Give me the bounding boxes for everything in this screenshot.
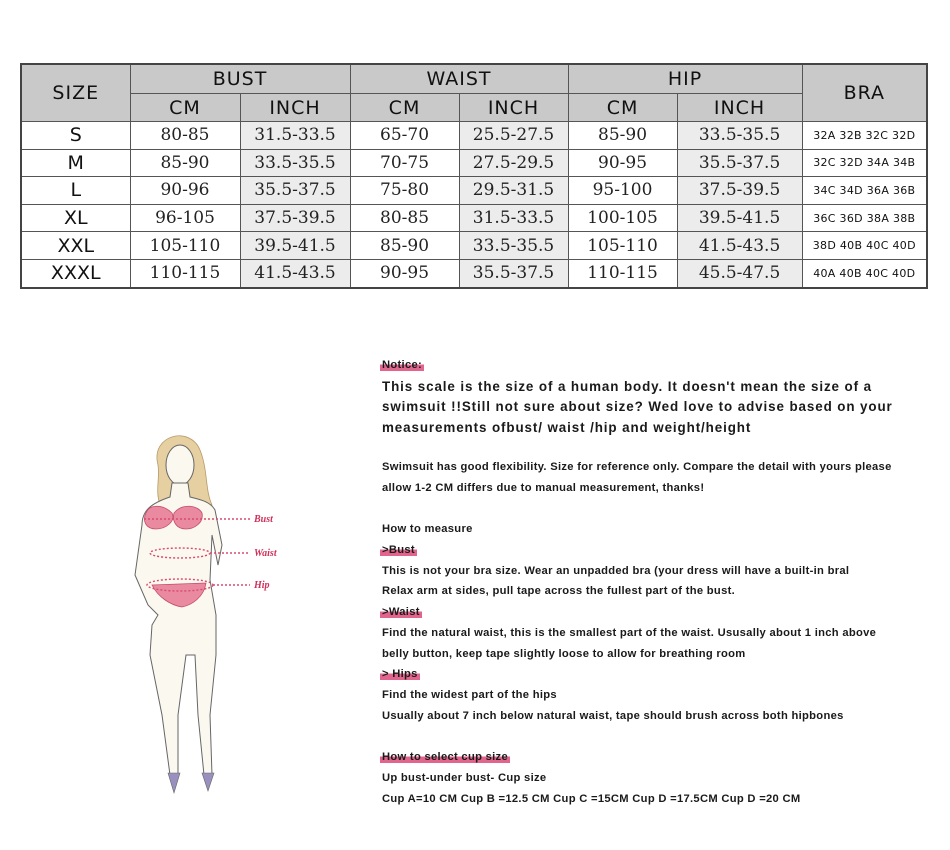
header-bust-inch: INCH — [239, 93, 351, 122]
waist-label: Waist — [254, 548, 278, 559]
hips-line-1: Find the widest part of the hips — [382, 689, 557, 701]
table-row: L 90-96 35.5-37.5 75-80 29.5-31.5 95-100 37.5-… — [20, 176, 928, 205]
cell-waist-cm: 70-75 — [349, 148, 460, 178]
cell-bust-in: 41.5-43.5 — [239, 258, 351, 289]
hips-title: > Hips — [380, 668, 420, 680]
body-outline — [134, 444, 223, 776]
header-hip: HIP — [567, 63, 803, 94]
cell-size: M — [20, 148, 131, 178]
cell-bust-in: 31.5-33.5 — [239, 121, 351, 150]
size-chart-table: SIZE BUST WAIST HIP BRA CM INCH CM INCH … — [20, 63, 929, 289]
cup-line-1: Up bust-under bust- Cup size — [382, 772, 547, 784]
cell-bust-in: 37.5-39.5 — [239, 203, 351, 233]
notice-line-2: swimsuit !!Still not sure about size? We… — [382, 399, 893, 414]
cell-hip-in: 45.5-47.5 — [676, 258, 803, 289]
cell-waist-in: 35.5-37.5 — [458, 258, 569, 289]
waist-line-2: belly button, keep tape slightly loose t… — [382, 648, 746, 660]
waist-title: >Waist — [380, 606, 422, 618]
cell-waist-in: 27.5-29.5 — [458, 148, 569, 178]
notice-title: Notice: — [380, 359, 425, 371]
cell-hip-in: 37.5-39.5 — [676, 176, 803, 205]
cell-hip-cm: 85-90 — [567, 121, 678, 150]
cell-bust-in: 39.5-41.5 — [239, 231, 351, 260]
header-waist: WAIST — [349, 63, 569, 94]
waist-line-1: Find the natural waist, this is the smal… — [382, 627, 877, 639]
hip-label: Hip — [253, 580, 270, 591]
cell-hip-cm: 100-105 — [567, 203, 678, 233]
header-bra: BRA — [801, 63, 928, 122]
cell-bust-in: 33.5-35.5 — [239, 148, 351, 178]
cell-waist-in: 31.5-33.5 — [458, 203, 569, 233]
hips-line-2: Usually about 7 inch below natural waist… — [382, 710, 844, 722]
cell-hip-cm: 105-110 — [567, 231, 678, 260]
header-hip-inch: INCH — [676, 93, 803, 122]
cell-bra: 32C 32D 34A 34B — [801, 148, 928, 178]
cell-hip-in: 41.5-43.5 — [676, 231, 803, 260]
cell-hip-in: 33.5-35.5 — [676, 121, 803, 150]
cell-waist-cm: 75-80 — [349, 176, 460, 205]
cell-waist-cm: 85-90 — [349, 231, 460, 260]
header-waist-inch: INCH — [458, 93, 569, 122]
header-bust-cm: CM — [129, 93, 241, 122]
notice-line-1: This scale is the size of a human body. … — [382, 379, 872, 394]
cell-size: L — [20, 176, 131, 205]
flex-line-1: Swimsuit has good flexibility. Size for … — [382, 461, 892, 473]
cell-hip-cm: 95-100 — [567, 176, 678, 205]
cell-bra: 34C 34D 36A 36B — [801, 176, 928, 205]
cell-bra: 32A 32B 32C 32D — [801, 121, 928, 150]
shoes — [167, 772, 215, 795]
cell-bust-cm: 105-110 — [129, 231, 241, 260]
body-measurement-figure: Bust Waist Hip — [134, 435, 278, 795]
cell-hip-cm: 90-95 — [567, 148, 678, 178]
cell-waist-in: 29.5-31.5 — [458, 176, 569, 205]
cell-size: S — [20, 121, 131, 150]
table-row: XXXL 110-115 41.5-43.5 90-95 35.5-37.5 110-11… — [20, 258, 928, 289]
cell-bust-cm: 110-115 — [129, 258, 241, 289]
cell-bust-cm: 80-85 — [129, 121, 241, 150]
bust-line-1: This is not your bra size. Wear an unpad… — [382, 565, 850, 577]
bikini — [144, 505, 207, 608]
cell-waist-cm: 80-85 — [349, 203, 460, 233]
cell-bra: 36C 36D 38A 38B — [801, 203, 928, 233]
table-row: M 85-90 33.5-35.5 70-75 27.5-29.5 90-95 35.5-3… — [20, 148, 928, 178]
cell-waist-in: 33.5-35.5 — [458, 231, 569, 260]
header-bust: BUST — [129, 63, 351, 94]
cell-hip-in: 39.5-41.5 — [676, 203, 803, 233]
table-row: XL 96-105 37.5-39.5 80-85 31.5-33.5 100-105 39… — [20, 203, 928, 233]
cup-line-2: Cup A=10 CM Cup B =12.5 CM Cup C =15CM C… — [382, 793, 801, 805]
cell-bust-in: 35.5-37.5 — [239, 176, 351, 205]
bust-line-2: Relax arm at sides, pull tape across the… — [382, 585, 736, 597]
header-size: SIZE — [20, 63, 131, 122]
notice-line-3: measurements ofbust/ waist /hip and weig… — [382, 420, 752, 435]
table-row: S 80-85 31.5-33.5 65-70 25.5-27.5 85-90 33.5-3… — [20, 121, 928, 150]
table-row: XXL 105-110 39.5-41.5 85-90 33.5-35.5 105-110… — [20, 231, 928, 260]
header-hip-cm: CM — [567, 93, 678, 122]
cell-hip-in: 35.5-37.5 — [676, 148, 803, 178]
cell-bra: 38D 40B 40C 40D — [801, 231, 928, 260]
cell-bust-cm: 90-96 — [129, 176, 241, 205]
cup-title: How to select cup size — [380, 751, 510, 763]
bust-label: Bust — [253, 514, 274, 525]
cell-bust-cm: 96-105 — [129, 203, 241, 233]
cell-hip-cm: 110-115 — [567, 258, 678, 289]
cell-size: XXL — [20, 231, 131, 260]
cell-bra: 40A 40B 40C 40D — [801, 258, 928, 289]
bust-title: >Bust — [380, 544, 417, 556]
cell-bust-cm: 85-90 — [129, 148, 241, 178]
cell-waist-in: 25.5-27.5 — [458, 121, 569, 150]
header-waist-cm: CM — [349, 93, 460, 122]
how-to-measure: How to measure — [382, 523, 473, 535]
cell-waist-cm: 90-95 — [349, 258, 460, 289]
cell-size: XL — [20, 203, 131, 233]
flex-line-2: allow 1-2 CM differs due to manual measu… — [382, 482, 705, 494]
cell-size: XXXL — [20, 258, 131, 289]
cell-waist-cm: 65-70 — [349, 121, 460, 150]
